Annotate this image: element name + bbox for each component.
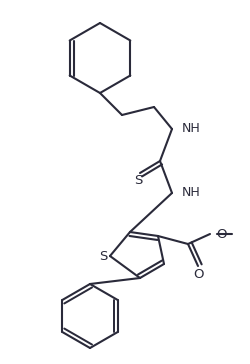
Text: O: O: [216, 228, 226, 241]
Text: NH: NH: [182, 186, 201, 199]
Text: S: S: [134, 174, 142, 187]
Text: O: O: [193, 268, 203, 281]
Text: S: S: [99, 249, 107, 262]
Text: NH: NH: [182, 123, 201, 135]
